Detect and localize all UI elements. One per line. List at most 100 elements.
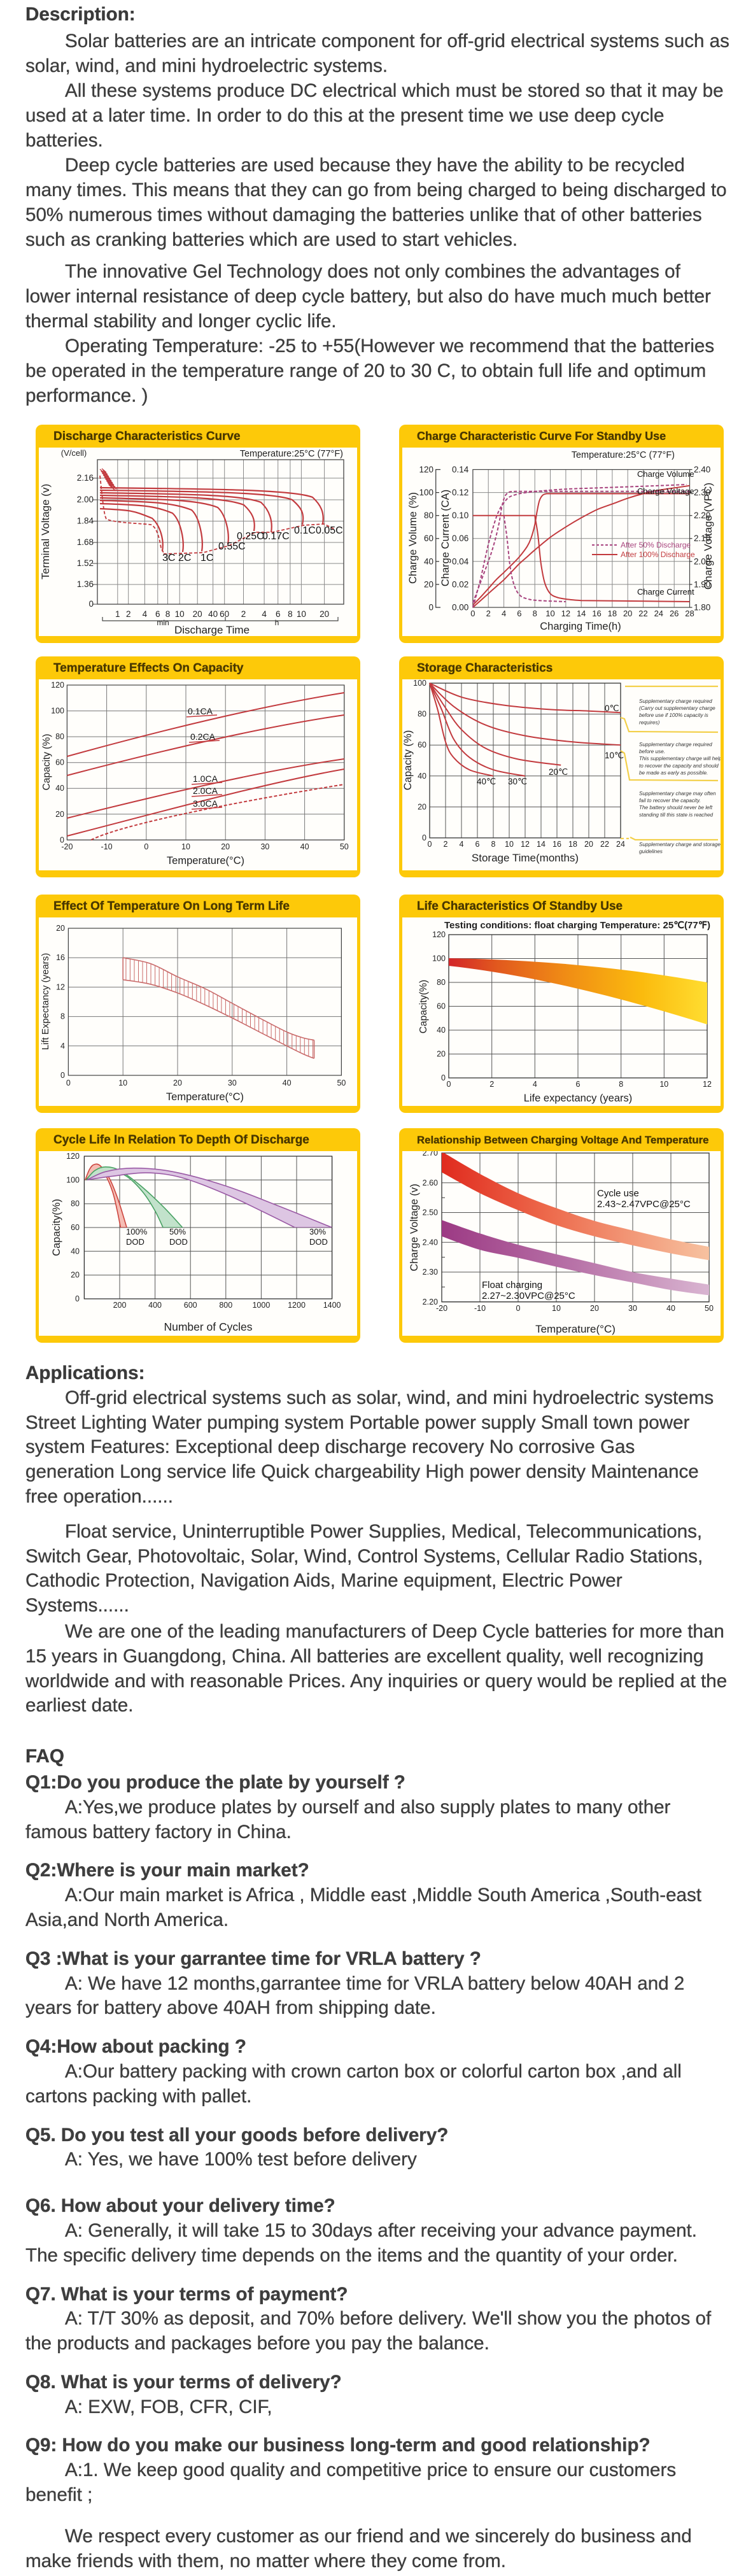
svg-text:16: 16 (56, 953, 65, 962)
svg-text:1.90: 1.90 (694, 579, 710, 589)
svg-text:Supplementary charge required: Supplementary charge required (639, 698, 712, 704)
svg-text:20: 20 (320, 609, 329, 619)
svg-text:8: 8 (288, 609, 293, 619)
svg-text:Supplementary charge may often: Supplementary charge may often (639, 791, 716, 796)
svg-text:3.0CA: 3.0CA (193, 798, 218, 809)
svg-text:0.1CA: 0.1CA (188, 706, 213, 716)
svg-text:20: 20 (623, 609, 632, 618)
svg-text:Capacity (%): Capacity (%) (41, 734, 52, 791)
svg-text:12: 12 (703, 1080, 712, 1089)
svg-text:0: 0 (428, 840, 432, 849)
svg-text:8: 8 (619, 1080, 623, 1089)
svg-text:100: 100 (66, 1175, 80, 1184)
svg-text:2.40: 2.40 (423, 1238, 438, 1247)
svg-text:2: 2 (489, 1080, 494, 1089)
svg-text:Life expectancy (years): Life expectancy (years) (524, 1093, 633, 1104)
svg-text:0: 0 (441, 1073, 446, 1082)
svg-text:0.17C: 0.17C (262, 531, 290, 542)
svg-text:30%: 30% (309, 1227, 326, 1236)
svg-text:80: 80 (424, 511, 433, 520)
svg-text:Charging Time(h): Charging Time(h) (540, 621, 621, 632)
svg-text:50: 50 (337, 1079, 346, 1087)
svg-text:16: 16 (592, 609, 601, 618)
svg-text:Charge Volume: Charge Volume (637, 469, 694, 479)
svg-text:20: 20 (193, 609, 202, 619)
svg-text:18: 18 (608, 609, 617, 618)
svg-text:10: 10 (505, 840, 514, 849)
svg-text:1.68: 1.68 (77, 537, 94, 547)
svg-text:Terminal Voltage (v): Terminal Voltage (v) (39, 484, 52, 579)
svg-text:2.00: 2.00 (77, 495, 94, 504)
svg-text:120: 120 (66, 1152, 80, 1161)
svg-text:0.14: 0.14 (452, 465, 469, 474)
svg-text:28: 28 (685, 609, 694, 618)
svg-text:Lift Expectancy (years): Lift Expectancy (years) (40, 953, 51, 1051)
svg-text:DOD: DOD (126, 1237, 144, 1247)
svg-text:(Carry out supplementary charg: (Carry out supplementary charge (639, 705, 715, 711)
svg-text:0.12: 0.12 (452, 488, 468, 497)
svg-text:The battery should never be le: The battery should never be left (639, 805, 713, 810)
svg-text:120: 120 (419, 465, 433, 474)
svg-text:8: 8 (491, 840, 496, 849)
svg-text:24: 24 (616, 840, 625, 849)
svg-text:0: 0 (428, 603, 433, 612)
svg-text:0: 0 (75, 1294, 80, 1303)
svg-text:be made as early as possible.: be made as early as possible. (639, 770, 708, 775)
svg-text:2: 2 (444, 840, 448, 849)
svg-text:20: 20 (424, 579, 433, 589)
svg-text:Charge Volume (%): Charge Volume (%) (407, 492, 419, 584)
svg-text:to recover the capacity and sh: to recover the capacity and should (639, 763, 719, 768)
svg-text:10: 10 (175, 609, 185, 619)
svg-text:0: 0 (447, 1080, 451, 1089)
svg-text:Supplementary charge and stora: Supplementary charge and storage (639, 842, 721, 847)
svg-text:400: 400 (148, 1301, 162, 1310)
svg-text:50%: 50% (169, 1227, 186, 1236)
svg-text:4: 4 (460, 840, 464, 849)
svg-text:Charge Current: Charge Current (637, 587, 694, 597)
svg-text:After 50% Discharge: After 50% Discharge (621, 541, 691, 549)
svg-text:20: 20 (437, 1050, 446, 1059)
svg-text:DOD: DOD (169, 1237, 188, 1247)
svg-text:200: 200 (113, 1301, 127, 1310)
svg-text:Temperature:25°C (77°F): Temperature:25°C (77°F) (572, 450, 675, 460)
svg-text:4: 4 (502, 609, 506, 618)
svg-text:before use.: before use. (639, 749, 665, 754)
svg-text:6: 6 (276, 609, 281, 619)
svg-text:50: 50 (340, 842, 349, 851)
svg-text:Supplementary charge required: Supplementary charge required (639, 742, 712, 747)
svg-text:Float charging: Float charging (482, 1280, 542, 1291)
svg-text:2.00: 2.00 (694, 556, 710, 566)
svg-text:0.00: 0.00 (452, 603, 468, 612)
svg-text:0.25C: 0.25C (237, 531, 264, 542)
svg-text:20℃: 20℃ (549, 767, 568, 777)
svg-text:0.02: 0.02 (452, 579, 468, 589)
svg-text:2.20: 2.20 (694, 511, 710, 520)
svg-text:14: 14 (537, 840, 545, 849)
svg-text:80: 80 (418, 710, 426, 719)
svg-text:guidelines: guidelines (639, 849, 663, 854)
svg-text:1.52: 1.52 (77, 558, 94, 568)
svg-text:2.30: 2.30 (694, 488, 710, 497)
svg-text:2C: 2C (178, 553, 191, 563)
svg-text:Cycle use: Cycle use (597, 1188, 639, 1199)
svg-text:requires): requires) (639, 719, 660, 725)
svg-text:4: 4 (143, 609, 148, 619)
svg-text:2.20: 2.20 (423, 1298, 438, 1306)
svg-text:30: 30 (228, 1079, 237, 1087)
svg-text:100%: 100% (126, 1227, 148, 1236)
svg-text:20: 20 (418, 802, 426, 811)
svg-text:10: 10 (297, 609, 306, 619)
svg-text:2.70: 2.70 (423, 1151, 438, 1157)
svg-text:100: 100 (51, 707, 64, 716)
svg-text:10: 10 (545, 609, 554, 618)
svg-text:60: 60 (437, 1002, 446, 1011)
svg-text:20: 20 (590, 1304, 599, 1313)
svg-text:20: 20 (584, 840, 593, 849)
svg-text:0: 0 (88, 599, 94, 609)
svg-text:40℃: 40℃ (477, 777, 496, 786)
svg-text:8: 8 (60, 1012, 65, 1021)
svg-text:800: 800 (219, 1301, 232, 1310)
svg-text:10: 10 (181, 842, 190, 851)
svg-text:0: 0 (470, 609, 475, 618)
svg-text:0.06: 0.06 (452, 534, 468, 543)
